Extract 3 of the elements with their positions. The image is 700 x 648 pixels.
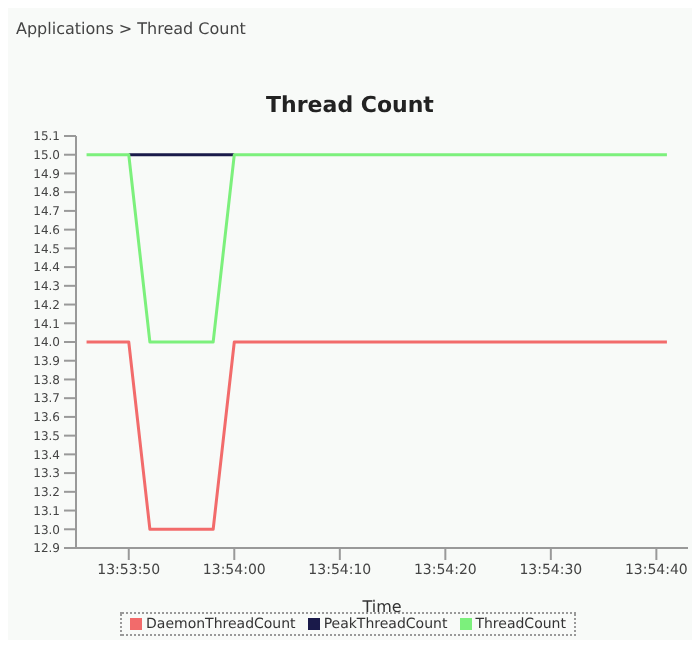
x-axis-title: Time — [360, 598, 402, 616]
chart-title: Thread Count — [264, 92, 436, 118]
text: Applications > Thread Count — [16, 20, 246, 38]
